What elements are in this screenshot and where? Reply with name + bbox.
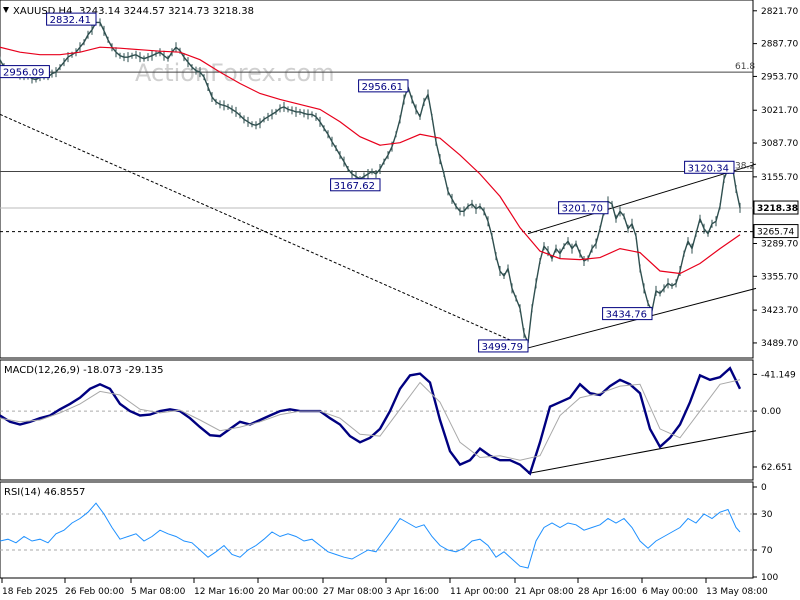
price-ytick-label: 2821.70 [761,7,798,17]
rsi-ytick-label: 30 [761,510,773,520]
price-annotation-box [358,79,409,93]
x-tick-label: 26 Feb 00:00 [65,587,124,597]
macd-ytick-label: 0.00 [761,407,781,417]
fib-label: 61.8 [735,62,755,72]
rsi-ytick-label: 100 [761,573,778,583]
x-tick-label: 13 May 08:00 [706,587,768,597]
watermark: ActionForex.com [135,59,335,87]
rsi-ytick-label: 70 [761,546,773,556]
hline-price-label: 3265.74 [757,228,794,238]
macd-ytick-label: -41.149 [761,370,796,380]
rsi-line [0,502,741,569]
macd-line [0,366,742,476]
price-annotation-label: 3167.62 [334,181,375,192]
price-ytick-label: 3021.70 [761,106,798,116]
price-annotation-box [684,160,735,174]
macd-ytick-label: 62.651 [761,463,793,473]
price-ytick-label: 2953.70 [761,72,798,82]
macd-title: MACD(12,26,9) -18.073 -29.135 [4,365,164,376]
current-price-label: 3218.38 [757,204,798,214]
price-annotation-label: 2956.09 [3,68,44,79]
macd-pane-frame [0,359,754,481]
price-line [0,21,741,344]
x-tick-label: 27 Mar 08:00 [323,587,383,597]
price-annotation-box [0,65,50,79]
price-annotation-box [558,201,609,215]
x-tick-label: 5 Mar 08:00 [131,587,186,597]
price-ytick-label: 3087.70 [761,139,798,149]
price-pane-frame [0,0,754,359]
x-axis: 18 Feb 2025 26 Feb 00:00 5 Mar 08:00 12 Mar… [1,578,768,597]
rsi-pane-frame [0,481,754,579]
macd-signal-line [0,379,741,461]
price-annotation-label: 3201.70 [562,204,603,215]
x-tick-label: 3 Apr 16:00 [386,587,439,597]
rsi-pane: 100 70 30 0 [0,483,778,583]
x-tick-label: 11 Apr 00:00 [450,587,509,597]
x-tick-label: 28 Apr 16:00 [578,587,637,597]
x-tick-label: 12 Mar 16:00 [194,587,254,597]
chart-header: XAUUSD,H4 3243.14 3244.57 3214.73 3218.3… [3,6,254,17]
x-tick-label: 6 May 00:00 [642,587,698,597]
hline-price-box [753,224,799,239]
price-ytick-label: 3155.70 [761,173,798,183]
price-pane: 3489.703423.703355.703289.703220.703155.… [0,7,799,353]
ohlc-values: 3243.14 3244.57 3214.73 3218.38 [79,6,254,17]
price-ytick-label: 3355.70 [761,272,798,282]
price-trendline [527,163,757,235]
price-annotation-box [602,307,653,321]
price-ytick-label: 2887.70 [761,40,798,50]
price-ytick-label: 3423.70 [761,306,798,316]
symbol-label: XAUUSD,H4 [13,6,72,17]
price-annotation-box [330,178,381,192]
price-annotation-label: 2956.61 [362,82,403,93]
fib-label: 38.2 [735,162,755,172]
macd-trendline [527,430,757,475]
price-ytick-label: 3289.70 [761,239,798,249]
price-annotation-box [46,12,97,26]
x-tick-label: 18 Feb 2025 [2,587,58,597]
price-ytick-label: 3489.70 [761,339,798,349]
moving-average-line [0,46,741,275]
price-annotation-label: 3499.79 [482,342,523,353]
header-triangle-icon [3,7,9,13]
rsi-title: RSI(14) 46.8557 [4,487,85,498]
price-annotation-label: 2832.41 [50,15,91,26]
x-tick-label: 21 Apr 08:00 [515,587,574,597]
price-annotation-label: 3120.34 [688,163,729,174]
current-price-box [753,200,799,215]
x-tick-label: 20 Mar 00:00 [258,587,318,597]
price-annotation-label: 3434.76 [606,310,647,321]
macd-pane: 62.651 0.00 -41.149 [0,366,796,476]
price-annotation-box [478,339,529,353]
rsi-ytick-label: 0 [761,483,767,493]
price-trendline [0,113,529,349]
